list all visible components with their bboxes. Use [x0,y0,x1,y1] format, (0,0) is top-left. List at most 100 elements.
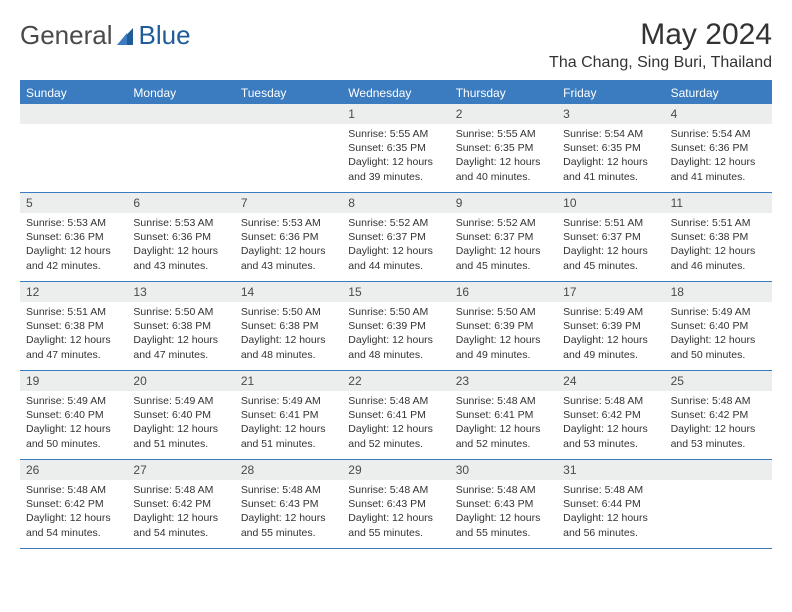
day-cell: 26Sunrise: 5:48 AMSunset: 6:42 PMDayligh… [20,460,127,548]
day-sun-info: Sunrise: 5:48 AMSunset: 6:41 PMDaylight:… [342,391,449,454]
day-sun-info: Sunrise: 5:52 AMSunset: 6:37 PMDaylight:… [342,213,449,276]
daylight-text: Daylight: 12 hours and 50 minutes. [671,333,766,361]
day-cell [235,104,342,192]
sunset-text: Sunset: 6:41 PM [456,408,551,422]
daylight-text: Daylight: 12 hours and 45 minutes. [456,244,551,272]
weekday-label: Monday [127,82,234,104]
sunrise-text: Sunrise: 5:48 AM [348,394,443,408]
sunrise-text: Sunrise: 5:48 AM [456,394,551,408]
day-number: 29 [342,460,449,480]
day-cell: 16Sunrise: 5:50 AMSunset: 6:39 PMDayligh… [450,282,557,370]
sail-icon [115,25,137,47]
daylight-text: Daylight: 12 hours and 42 minutes. [26,244,121,272]
day-sun-info: Sunrise: 5:53 AMSunset: 6:36 PMDaylight:… [127,213,234,276]
sunrise-text: Sunrise: 5:50 AM [241,305,336,319]
daylight-text: Daylight: 12 hours and 43 minutes. [133,244,228,272]
daylight-text: Daylight: 12 hours and 53 minutes. [671,422,766,450]
daylight-text: Daylight: 12 hours and 49 minutes. [456,333,551,361]
day-cell: 25Sunrise: 5:48 AMSunset: 6:42 PMDayligh… [665,371,772,459]
sunset-text: Sunset: 6:38 PM [133,319,228,333]
day-cell: 4Sunrise: 5:54 AMSunset: 6:36 PMDaylight… [665,104,772,192]
day-cell: 7Sunrise: 5:53 AMSunset: 6:36 PMDaylight… [235,193,342,281]
month-title: May 2024 [549,18,772,52]
day-number: 14 [235,282,342,302]
daylight-text: Daylight: 12 hours and 47 minutes. [26,333,121,361]
day-cell: 20Sunrise: 5:49 AMSunset: 6:40 PMDayligh… [127,371,234,459]
daylight-text: Daylight: 12 hours and 44 minutes. [348,244,443,272]
day-number: 9 [450,193,557,213]
day-number: 19 [20,371,127,391]
day-number: 24 [557,371,664,391]
sunrise-text: Sunrise: 5:48 AM [348,483,443,497]
week-row: 5Sunrise: 5:53 AMSunset: 6:36 PMDaylight… [20,193,772,282]
day-number: 25 [665,371,772,391]
sunset-text: Sunset: 6:35 PM [348,141,443,155]
day-sun-info: Sunrise: 5:48 AMSunset: 6:44 PMDaylight:… [557,480,664,543]
sunset-text: Sunset: 6:41 PM [348,408,443,422]
day-sun-info: Sunrise: 5:49 AMSunset: 6:41 PMDaylight:… [235,391,342,454]
day-sun-info: Sunrise: 5:53 AMSunset: 6:36 PMDaylight:… [20,213,127,276]
sunrise-text: Sunrise: 5:48 AM [241,483,336,497]
sunrise-text: Sunrise: 5:52 AM [348,216,443,230]
daylight-text: Daylight: 12 hours and 52 minutes. [456,422,551,450]
day-sun-info: Sunrise: 5:48 AMSunset: 6:42 PMDaylight:… [20,480,127,543]
sunset-text: Sunset: 6:39 PM [456,319,551,333]
day-sun-info: Sunrise: 5:49 AMSunset: 6:40 PMDaylight:… [20,391,127,454]
day-number: 6 [127,193,234,213]
day-sun-info: Sunrise: 5:52 AMSunset: 6:37 PMDaylight:… [450,213,557,276]
day-sun-info: Sunrise: 5:49 AMSunset: 6:40 PMDaylight:… [665,302,772,365]
day-sun-info: Sunrise: 5:54 AMSunset: 6:35 PMDaylight:… [557,124,664,187]
daylight-text: Daylight: 12 hours and 41 minutes. [671,155,766,183]
sunrise-text: Sunrise: 5:54 AM [563,127,658,141]
day-sun-info: Sunrise: 5:48 AMSunset: 6:41 PMDaylight:… [450,391,557,454]
daylight-text: Daylight: 12 hours and 50 minutes. [26,422,121,450]
day-cell: 8Sunrise: 5:52 AMSunset: 6:37 PMDaylight… [342,193,449,281]
day-cell: 28Sunrise: 5:48 AMSunset: 6:43 PMDayligh… [235,460,342,548]
sunset-text: Sunset: 6:36 PM [133,230,228,244]
daylight-text: Daylight: 12 hours and 55 minutes. [241,511,336,539]
daylight-text: Daylight: 12 hours and 52 minutes. [348,422,443,450]
sunrise-text: Sunrise: 5:53 AM [241,216,336,230]
day-sun-info: Sunrise: 5:50 AMSunset: 6:39 PMDaylight:… [342,302,449,365]
daylight-text: Daylight: 12 hours and 43 minutes. [241,244,336,272]
day-sun-info: Sunrise: 5:55 AMSunset: 6:35 PMDaylight:… [450,124,557,187]
sunrise-text: Sunrise: 5:48 AM [671,394,766,408]
day-sun-info: Sunrise: 5:49 AMSunset: 6:39 PMDaylight:… [557,302,664,365]
brand-word-1: General [20,20,113,51]
daylight-text: Daylight: 12 hours and 48 minutes. [241,333,336,361]
day-cell: 18Sunrise: 5:49 AMSunset: 6:40 PMDayligh… [665,282,772,370]
day-sun-info: Sunrise: 5:48 AMSunset: 6:43 PMDaylight:… [342,480,449,543]
week-row: 19Sunrise: 5:49 AMSunset: 6:40 PMDayligh… [20,371,772,460]
weekday-label: Wednesday [342,82,449,104]
day-number: 16 [450,282,557,302]
daylight-text: Daylight: 12 hours and 55 minutes. [456,511,551,539]
sunset-text: Sunset: 6:43 PM [456,497,551,511]
day-number: 12 [20,282,127,302]
sunset-text: Sunset: 6:39 PM [563,319,658,333]
sunset-text: Sunset: 6:42 PM [26,497,121,511]
daylight-text: Daylight: 12 hours and 41 minutes. [563,155,658,183]
day-cell: 27Sunrise: 5:48 AMSunset: 6:42 PMDayligh… [127,460,234,548]
day-cell: 5Sunrise: 5:53 AMSunset: 6:36 PMDaylight… [20,193,127,281]
weekday-label: Friday [557,82,664,104]
day-cell: 30Sunrise: 5:48 AMSunset: 6:43 PMDayligh… [450,460,557,548]
page-header: General Blue May 2024 Tha Chang, Sing Bu… [20,18,772,72]
day-cell: 13Sunrise: 5:50 AMSunset: 6:38 PMDayligh… [127,282,234,370]
day-sun-info: Sunrise: 5:48 AMSunset: 6:42 PMDaylight:… [665,391,772,454]
day-number: 28 [235,460,342,480]
day-sun-info: Sunrise: 5:51 AMSunset: 6:38 PMDaylight:… [20,302,127,365]
day-number: 3 [557,104,664,124]
sunset-text: Sunset: 6:37 PM [348,230,443,244]
day-cell: 11Sunrise: 5:51 AMSunset: 6:38 PMDayligh… [665,193,772,281]
day-cell [665,460,772,548]
sunset-text: Sunset: 6:36 PM [241,230,336,244]
sunset-text: Sunset: 6:43 PM [348,497,443,511]
day-sun-info: Sunrise: 5:48 AMSunset: 6:43 PMDaylight:… [450,480,557,543]
sunrise-text: Sunrise: 5:55 AM [456,127,551,141]
day-number: 5 [20,193,127,213]
day-cell [20,104,127,192]
daylight-text: Daylight: 12 hours and 54 minutes. [133,511,228,539]
daylight-text: Daylight: 12 hours and 51 minutes. [241,422,336,450]
sunset-text: Sunset: 6:38 PM [26,319,121,333]
day-number [235,104,342,124]
